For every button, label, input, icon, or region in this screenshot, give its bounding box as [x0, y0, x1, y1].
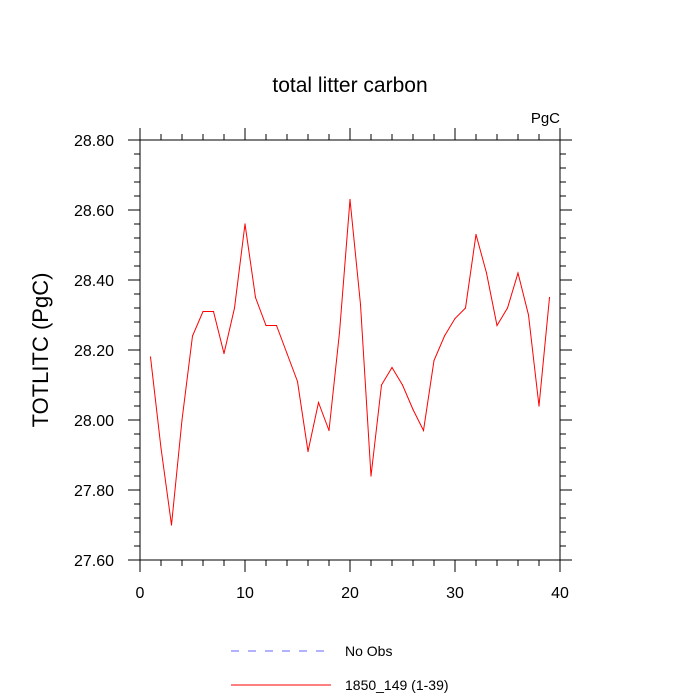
- x-tick-label: 0: [136, 585, 145, 602]
- data-point: [317, 401, 320, 404]
- data-point: [517, 272, 519, 274]
- x-tick-label: 30: [446, 585, 464, 602]
- y-tick-label: 27.80: [74, 483, 114, 500]
- data-point: [401, 384, 404, 386]
- data-point: [527, 314, 530, 316]
- data-point: [160, 447, 162, 449]
- data-point: [538, 405, 540, 407]
- data-point: [454, 317, 456, 320]
- data-point: [548, 296, 551, 299]
- data-point: [254, 296, 257, 299]
- data-point: [212, 310, 215, 313]
- data-point: [464, 307, 467, 309]
- y-tick-label: 27.60: [74, 553, 114, 570]
- data-point: [422, 429, 425, 432]
- data-point: [233, 307, 236, 309]
- data-point: [296, 380, 299, 383]
- data-point: [328, 429, 330, 432]
- y-tick-label: 28.00: [74, 413, 114, 430]
- data-point: [349, 198, 351, 201]
- data-point: [506, 307, 509, 309]
- data-point: [223, 352, 225, 355]
- chart-title: total litter carbon: [272, 74, 427, 97]
- data-point: [191, 335, 194, 337]
- legend-label-model: 1850_149 (1-39): [345, 677, 449, 693]
- data-point: [338, 331, 341, 334]
- x-tick-label: 20: [341, 585, 359, 602]
- data-point: [443, 335, 446, 337]
- axis-ticks: [128, 128, 572, 572]
- y-tick-labels: 27.60 27.80 28.00 28.20 28.40 28.60 28.80: [74, 133, 114, 570]
- x-tick-label: 10: [236, 585, 254, 602]
- data-point: [380, 384, 383, 386]
- y-tick-label: 28.60: [74, 203, 114, 220]
- data-point: [286, 352, 288, 355]
- y-axis-label: TOTLITC (PgC): [28, 273, 53, 428]
- data-point: [170, 524, 173, 526]
- data-point: [244, 223, 246, 225]
- y-tick-label: 28.40: [74, 273, 114, 290]
- data-point: [475, 233, 477, 236]
- x-tick-labels: 0 10 20 30 40: [136, 585, 569, 602]
- series-line-1: [150, 199, 550, 526]
- data-point: [181, 419, 183, 421]
- data-point: [359, 303, 362, 306]
- data-point: [265, 324, 267, 327]
- x-tick-label: 40: [551, 585, 569, 602]
- data-point: [485, 272, 488, 274]
- y-tick-label: 28.20: [74, 343, 114, 360]
- data-point: [370, 475, 372, 477]
- data-point: [307, 450, 309, 453]
- y-tick-label: 28.80: [74, 133, 114, 150]
- series-lines: [149, 198, 551, 526]
- data-point: [202, 310, 204, 313]
- data-point: [433, 359, 435, 362]
- legend-label-obs: No Obs: [345, 643, 392, 659]
- legend: No Obs 1850_149 (1-39): [231, 643, 449, 693]
- data-point: [391, 366, 393, 369]
- data-point: [275, 324, 278, 327]
- data-point: [496, 324, 498, 327]
- data-point: [149, 356, 152, 358]
- units-label: PgC: [531, 110, 560, 127]
- data-point: [412, 408, 414, 411]
